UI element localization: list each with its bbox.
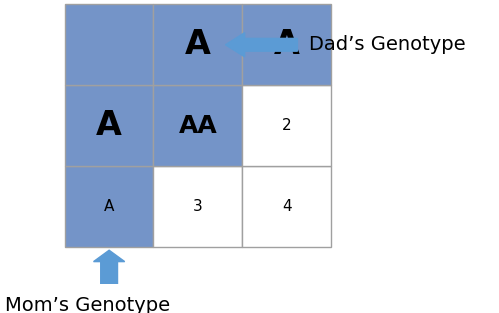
Bar xyxy=(242,4,331,85)
Bar xyxy=(154,4,242,85)
Bar xyxy=(154,166,242,247)
Text: A: A xyxy=(273,28,299,61)
Bar xyxy=(65,166,154,247)
Text: Mom’s Genotype: Mom’s Genotype xyxy=(5,296,170,313)
Bar xyxy=(242,85,331,166)
Text: 2: 2 xyxy=(282,118,291,133)
Text: A: A xyxy=(104,199,114,214)
Bar xyxy=(65,85,154,166)
Text: A: A xyxy=(185,28,211,61)
Text: 4: 4 xyxy=(282,199,291,214)
Text: A: A xyxy=(96,109,122,142)
Bar xyxy=(154,85,242,166)
Text: Dad’s Genotype: Dad’s Genotype xyxy=(309,35,466,54)
Bar xyxy=(65,4,154,85)
Text: AA: AA xyxy=(179,114,217,138)
FancyArrow shape xyxy=(226,33,297,57)
Text: 3: 3 xyxy=(193,199,203,214)
FancyArrow shape xyxy=(93,250,125,287)
Bar xyxy=(242,166,331,247)
